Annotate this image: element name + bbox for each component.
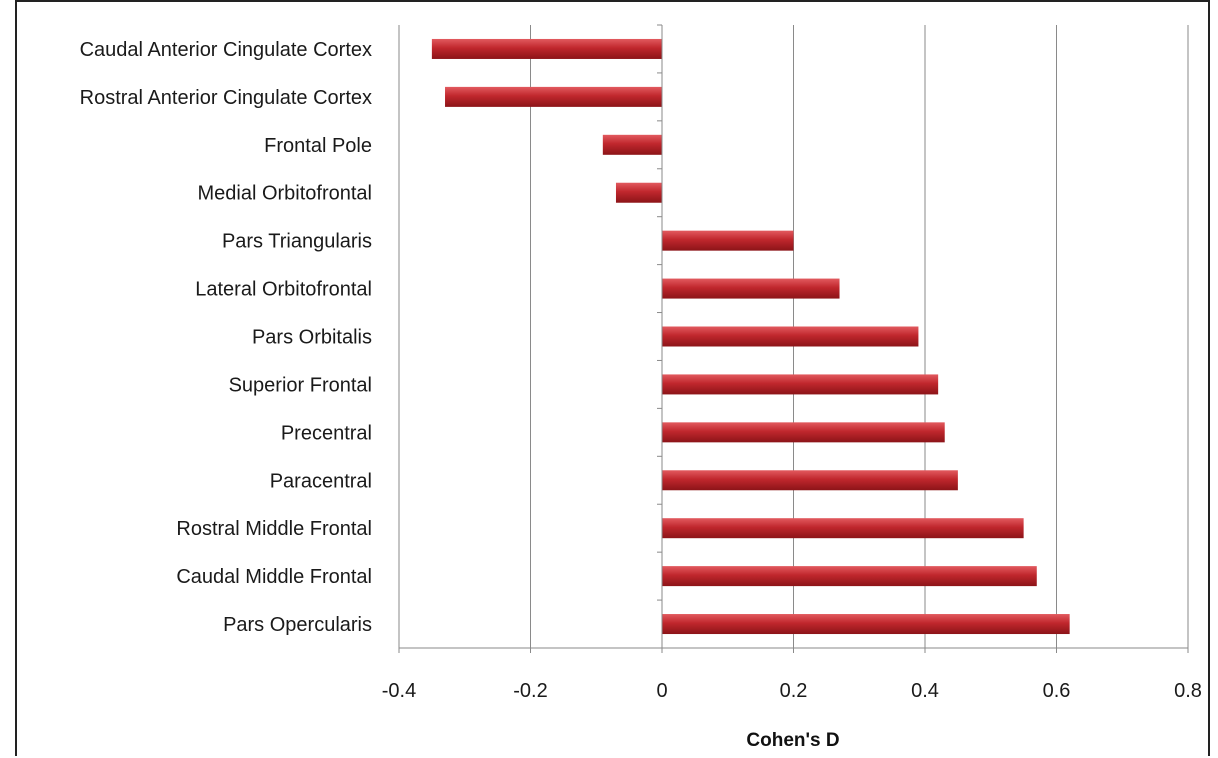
- bar: [662, 278, 840, 299]
- bar: [615, 182, 662, 203]
- bar: [445, 86, 662, 107]
- x-axis-title: Cohen's D: [746, 730, 839, 751]
- x-tick-label: 0.8: [1174, 680, 1202, 702]
- bar: [662, 326, 919, 347]
- bar: [662, 374, 939, 395]
- x-tick-label: -0.4: [382, 680, 416, 702]
- bar: [662, 518, 1024, 539]
- bars: [431, 38, 1070, 635]
- bar: [662, 470, 958, 491]
- category-label: Medial Orbitofrontal: [197, 183, 372, 205]
- chart-frame: -0.4 -0.2 0 0.2 0.4 0.6 0.8 Caudal Anterior Cin…: [15, 0, 1210, 756]
- category-label: Precentral: [281, 422, 372, 444]
- bar: [662, 566, 1037, 587]
- category-label: Pars Orbitalis: [252, 327, 372, 349]
- category-label: Pars Opercularis: [223, 614, 372, 636]
- bar: [662, 230, 794, 251]
- category-label: Rostral Middle Frontal: [176, 518, 372, 540]
- bar-chart: -0.4 -0.2 0 0.2 0.4 0.6 0.8 Caudal Anterior Cin…: [80, 24, 1202, 751]
- bar: [662, 422, 945, 443]
- x-tick-label: 0.6: [1043, 680, 1071, 702]
- category-label: Caudal Anterior Cingulate Cortex: [80, 39, 372, 61]
- category-label: Frontal Pole: [264, 135, 372, 157]
- category-label: Lateral Orbitofrontal: [195, 279, 372, 301]
- category-label: Paracentral: [270, 470, 372, 492]
- x-tick-label: 0.4: [911, 680, 939, 702]
- category-label: Superior Frontal: [229, 374, 372, 396]
- bar: [602, 134, 662, 155]
- x-tick-label: -0.2: [513, 680, 547, 702]
- category-label: Caudal Middle Frontal: [176, 566, 372, 588]
- bar: [662, 614, 1070, 635]
- category-label: Pars Triangularis: [222, 231, 372, 253]
- axes: [398, 24, 1189, 653]
- category-label: Rostral Anterior Cingulate Cortex: [80, 87, 372, 109]
- labels: -0.4 -0.2 0 0.2 0.4 0.6 0.8 Caudal Anterior Cin…: [80, 39, 1202, 702]
- x-tick-label: 0.2: [780, 680, 808, 702]
- bar: [431, 38, 662, 59]
- x-tick-label: 0: [656, 680, 667, 702]
